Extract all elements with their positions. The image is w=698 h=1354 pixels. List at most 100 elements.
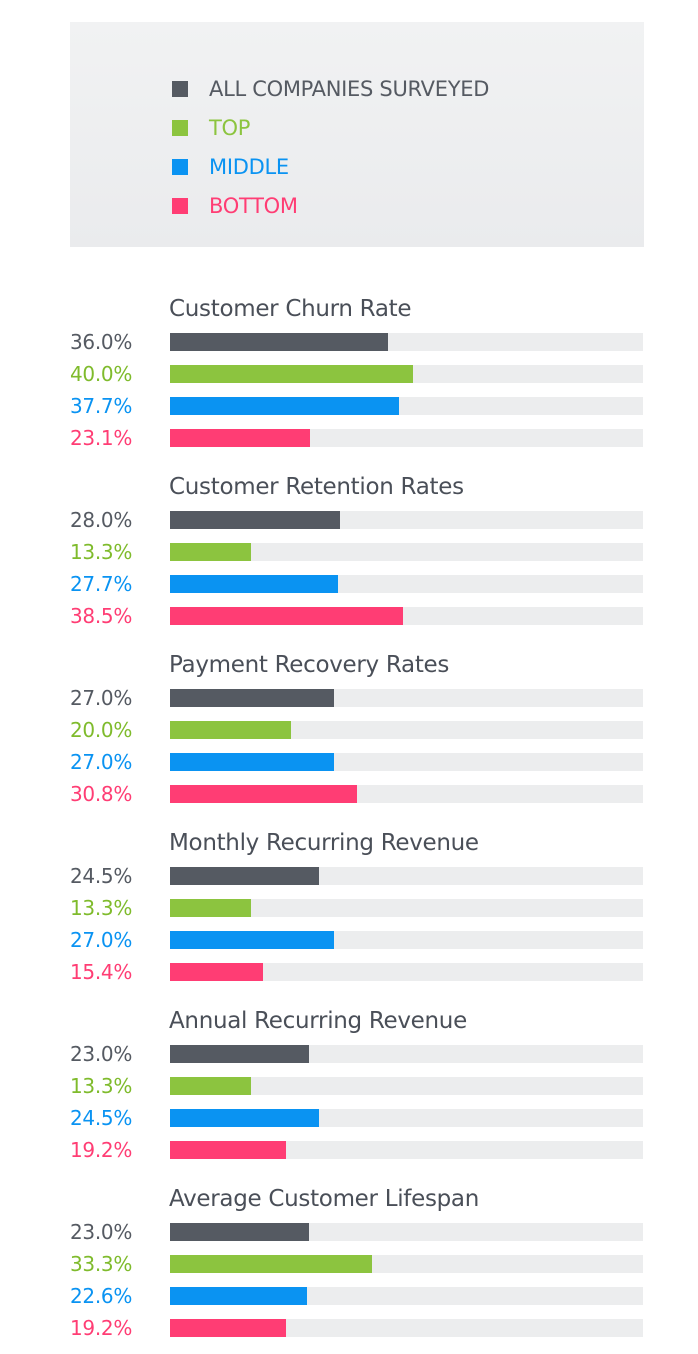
bar-middle — [170, 1287, 307, 1305]
bar-track — [170, 1109, 643, 1127]
bar-track — [170, 511, 643, 529]
data-label-middle: 22.6% — [70, 1284, 133, 1308]
bar-track — [170, 899, 643, 917]
data-label-all-companies: 23.0% — [70, 1220, 133, 1244]
data-label-all-companies: 36.0% — [70, 330, 133, 354]
bar-top — [170, 1077, 251, 1095]
bar-track — [170, 333, 643, 351]
group-title: Customer Retention Rates — [169, 474, 464, 500]
bar-row-middle: 27.0% — [0, 748, 698, 776]
legend-label-middle: MIDDLE — [209, 155, 289, 179]
legend-label-top: TOP — [209, 116, 251, 140]
bar-track — [170, 1319, 643, 1337]
data-label-top: 13.3% — [70, 540, 133, 564]
bar-row-all-companies: 23.0% — [0, 1040, 698, 1068]
bar-track — [170, 607, 643, 625]
group-annual-recurring-revenue: Annual Recurring Revenue 23.0% 13.3% 24.5% 1… — [0, 1008, 698, 1168]
bar-track — [170, 1223, 643, 1241]
bar-row-top: 40.0% — [0, 360, 698, 388]
data-label-bottom: 23.1% — [70, 426, 133, 450]
bar-row-top: 33.3% — [0, 1250, 698, 1278]
bar-middle — [170, 575, 338, 593]
bar-track — [170, 1077, 643, 1095]
bar-track — [170, 1287, 643, 1305]
bar-row-middle: 22.6% — [0, 1282, 698, 1310]
bar-bottom — [170, 607, 403, 625]
bar-all-companies — [170, 867, 319, 885]
group-payment-recovery-rates: Payment Recovery Rates 27.0% 20.0% 27.0% 30.… — [0, 652, 698, 812]
bar-row-all-companies: 27.0% — [0, 684, 698, 712]
bar-top — [170, 721, 291, 739]
group-monthly-recurring-revenue: Monthly Recurring Revenue 24.5% 13.3% 27.0%… — [0, 830, 698, 990]
bar-top — [170, 365, 413, 383]
bar-row-bottom: 30.8% — [0, 780, 698, 808]
data-label-middle: 24.5% — [70, 1106, 133, 1130]
legend-item-all-companies: ALL COMPANIES SURVEYED — [172, 75, 489, 103]
bar-track — [170, 575, 643, 593]
bar-track — [170, 867, 643, 885]
bar-row-bottom: 19.2% — [0, 1314, 698, 1342]
bar-top — [170, 1255, 372, 1273]
data-label-all-companies: 27.0% — [70, 686, 133, 710]
bar-row-middle: 37.7% — [0, 392, 698, 420]
bar-bottom — [170, 1141, 286, 1159]
bar-row-bottom: 15.4% — [0, 958, 698, 986]
data-label-top: 13.3% — [70, 1074, 133, 1098]
bar-track — [170, 721, 643, 739]
bar-row-all-companies: 28.0% — [0, 506, 698, 534]
bar-row-top: 20.0% — [0, 716, 698, 744]
bar-row-all-companies: 23.0% — [0, 1218, 698, 1246]
bar-middle — [170, 397, 399, 415]
data-label-middle: 37.7% — [70, 394, 133, 418]
legend-item-bottom: BOTTOM — [172, 192, 298, 220]
bar-track — [170, 1141, 643, 1159]
bar-row-all-companies: 24.5% — [0, 862, 698, 890]
bar-track — [170, 689, 643, 707]
data-label-top: 40.0% — [70, 362, 133, 386]
bar-row-bottom: 23.1% — [0, 424, 698, 452]
data-label-all-companies: 24.5% — [70, 864, 133, 888]
legend-swatch-all-companies — [172, 81, 188, 97]
data-label-middle: 27.0% — [70, 750, 133, 774]
bar-all-companies — [170, 333, 388, 351]
group-title: Payment Recovery Rates — [169, 652, 450, 678]
legend: ALL COMPANIES SURVEYED TOP MIDDLE BOTTOM — [70, 22, 644, 247]
bar-track — [170, 365, 643, 383]
legend-label-all-companies: ALL COMPANIES SURVEYED — [209, 77, 490, 101]
data-label-all-companies: 23.0% — [70, 1042, 133, 1066]
bar-track — [170, 931, 643, 949]
bar-all-companies — [170, 689, 334, 707]
data-label-bottom: 15.4% — [70, 960, 133, 984]
data-label-top: 20.0% — [70, 718, 133, 742]
data-label-bottom: 19.2% — [70, 1316, 133, 1340]
bar-row-middle: 27.0% — [0, 926, 698, 954]
group-customer-retention-rates: Customer Retention Rates 28.0% 13.3% 27.7% 3… — [0, 474, 698, 634]
data-label-top: 33.3% — [70, 1252, 133, 1276]
legend-swatch-top — [172, 120, 188, 136]
group-title: Annual Recurring Revenue — [169, 1008, 467, 1034]
data-label-middle: 27.0% — [70, 928, 133, 952]
bar-track — [170, 543, 643, 561]
bar-row-bottom: 19.2% — [0, 1136, 698, 1164]
bar-track — [170, 1255, 643, 1273]
group-title: Monthly Recurring Revenue — [169, 830, 479, 856]
bar-row-top: 13.3% — [0, 894, 698, 922]
data-label-bottom: 38.5% — [70, 604, 133, 628]
data-label-top: 13.3% — [70, 896, 133, 920]
group-average-customer-lifespan: Average Customer Lifespan 23.0% 33.3% 22.6%… — [0, 1186, 698, 1346]
bar-row-top: 13.3% — [0, 1072, 698, 1100]
legend-label-bottom: BOTTOM — [209, 194, 298, 218]
bar-track — [170, 753, 643, 771]
legend-item-top: TOP — [172, 114, 250, 142]
bar-track — [170, 963, 643, 981]
bar-middle — [170, 1109, 319, 1127]
bar-middle — [170, 931, 334, 949]
bar-all-companies — [170, 511, 340, 529]
legend-item-middle: MIDDLE — [172, 153, 289, 181]
bar-bottom — [170, 963, 263, 981]
group-title: Customer Churn Rate — [169, 296, 412, 322]
bar-row-all-companies: 36.0% — [0, 328, 698, 356]
bar-track — [170, 785, 643, 803]
data-label-bottom: 30.8% — [70, 782, 133, 806]
legend-swatch-middle — [172, 159, 188, 175]
